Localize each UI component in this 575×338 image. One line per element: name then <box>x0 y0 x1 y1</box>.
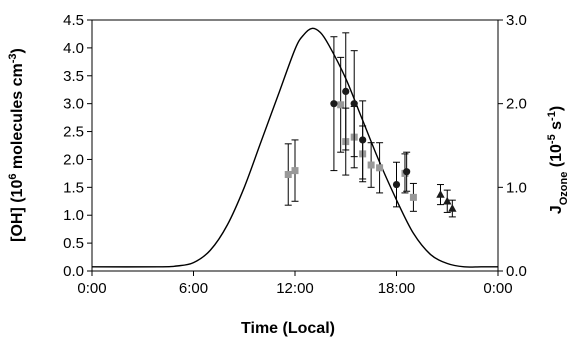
y-right-axis-title: JOzone (10-5 s-1) <box>546 106 570 214</box>
y-right-tick-label: 1.0 <box>506 179 527 196</box>
plot-layer <box>91 27 498 268</box>
x-tick-label: 0:00 <box>483 280 512 297</box>
y-right-tick-label: 2.0 <box>506 96 527 113</box>
y-right-tick-label: 0.0 <box>506 263 527 280</box>
data-point-square <box>284 171 292 179</box>
j-ozone-curve <box>91 27 498 268</box>
y-left-tick-label: 4.0 <box>63 40 84 57</box>
y-left-tick-label: 1.5 <box>63 179 84 196</box>
data-point-circle <box>359 136 367 144</box>
data-point-triangle <box>448 204 457 212</box>
y-left-tick-label: 4.5 <box>63 12 84 29</box>
y-left-tick-label: 3.0 <box>63 96 84 113</box>
axes-layer: 0:00 6:00 12:00 18:00 0:000.00.51.01.52.02.5… <box>63 12 527 297</box>
data-point-triangle <box>436 190 445 198</box>
data-point-circle <box>330 100 338 108</box>
data-point-square <box>367 161 375 169</box>
data-point-square <box>291 167 299 175</box>
y-left-tick-label: 0.5 <box>63 235 84 252</box>
data-point-circle <box>392 180 401 189</box>
data-point-circle <box>403 168 411 176</box>
data-point-square <box>409 193 417 201</box>
data-point-triangle <box>443 196 452 205</box>
y-left-tick-label: 2.5 <box>63 124 84 141</box>
data-point-square <box>337 101 345 109</box>
y-left-tick-label: 0.0 <box>63 263 84 280</box>
x-tick-label: 12:00 <box>276 280 314 297</box>
x-tick-label: 6:00 <box>179 280 208 297</box>
y-right-tick-label: 3.0 <box>506 12 527 29</box>
y-left-tick-label: 3.5 <box>63 68 84 85</box>
data-point-circle <box>342 87 350 95</box>
y-left-axis-title: [OH] (106 molecules cm-3) <box>7 48 26 242</box>
x-tick-label: 18:00 <box>378 280 416 297</box>
data-point-circle <box>350 100 358 108</box>
y-left-tick-label: 1.0 <box>63 207 84 224</box>
data-point-square <box>376 164 384 172</box>
x-axis-title: Time (Local) <box>241 320 335 337</box>
x-tick-label: 0:00 <box>77 280 106 297</box>
y-left-tick-label: 2.0 <box>63 151 84 168</box>
